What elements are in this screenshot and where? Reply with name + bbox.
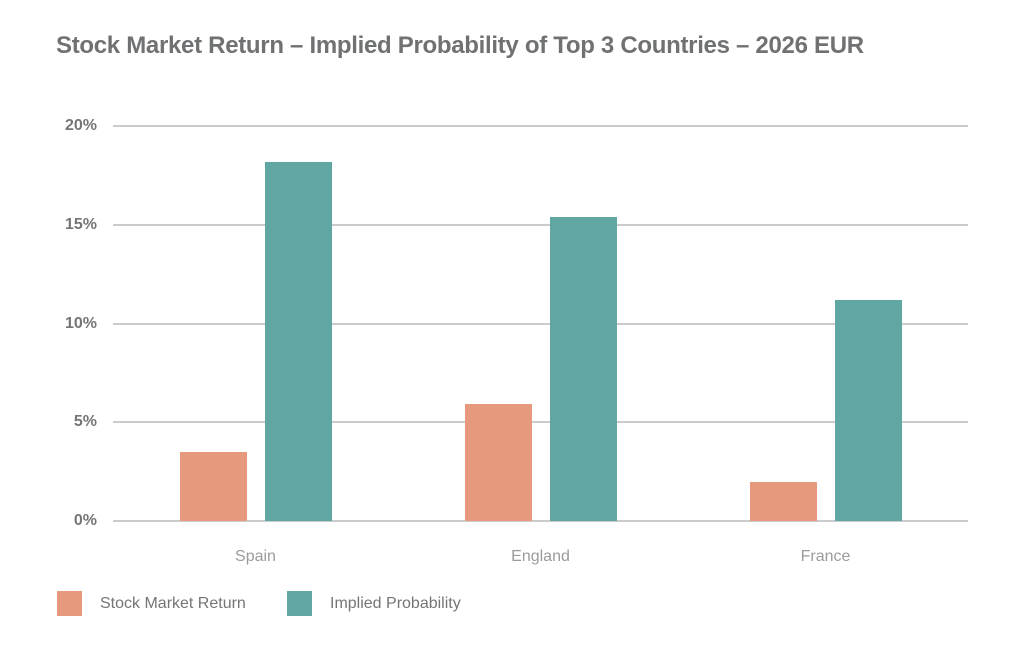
- legend-label: Implied Probability: [330, 594, 461, 612]
- bar-implied-probability-spain: [264, 161, 332, 521]
- y-tick-label: 10%: [64, 314, 97, 332]
- y-tick-label: 5%: [73, 413, 97, 431]
- bar-stock-market-return-france: [749, 481, 817, 521]
- legend-item: Stock Market Return: [57, 591, 246, 616]
- legend-swatch-icon: [57, 591, 82, 616]
- plot-area: [113, 125, 968, 522]
- gridline: [113, 322, 968, 325]
- x-category-label: France: [800, 548, 851, 565]
- legend-swatch-icon: [287, 591, 312, 616]
- chart-title: Stock Market Return – Implied Probabilit…: [56, 32, 864, 59]
- bar-implied-probability-england: [549, 216, 617, 521]
- y-tick-label: 15%: [64, 215, 97, 233]
- y-tick-label: 0%: [73, 512, 97, 529]
- x-category-label: England: [511, 548, 570, 565]
- gridline: [113, 223, 968, 226]
- legend-item: Implied Probability: [287, 591, 461, 616]
- bar-stock-market-return-england: [464, 404, 532, 521]
- bar-implied-probability-france: [834, 299, 902, 521]
- gridline: [113, 520, 968, 522]
- bar-stock-market-return-spain: [179, 451, 247, 521]
- gridline: [113, 421, 968, 424]
- legend-label: Stock Market Return: [100, 594, 246, 612]
- x-category-label: Spain: [235, 548, 276, 565]
- y-tick-label: 20%: [64, 117, 97, 134]
- gridline: [113, 125, 968, 127]
